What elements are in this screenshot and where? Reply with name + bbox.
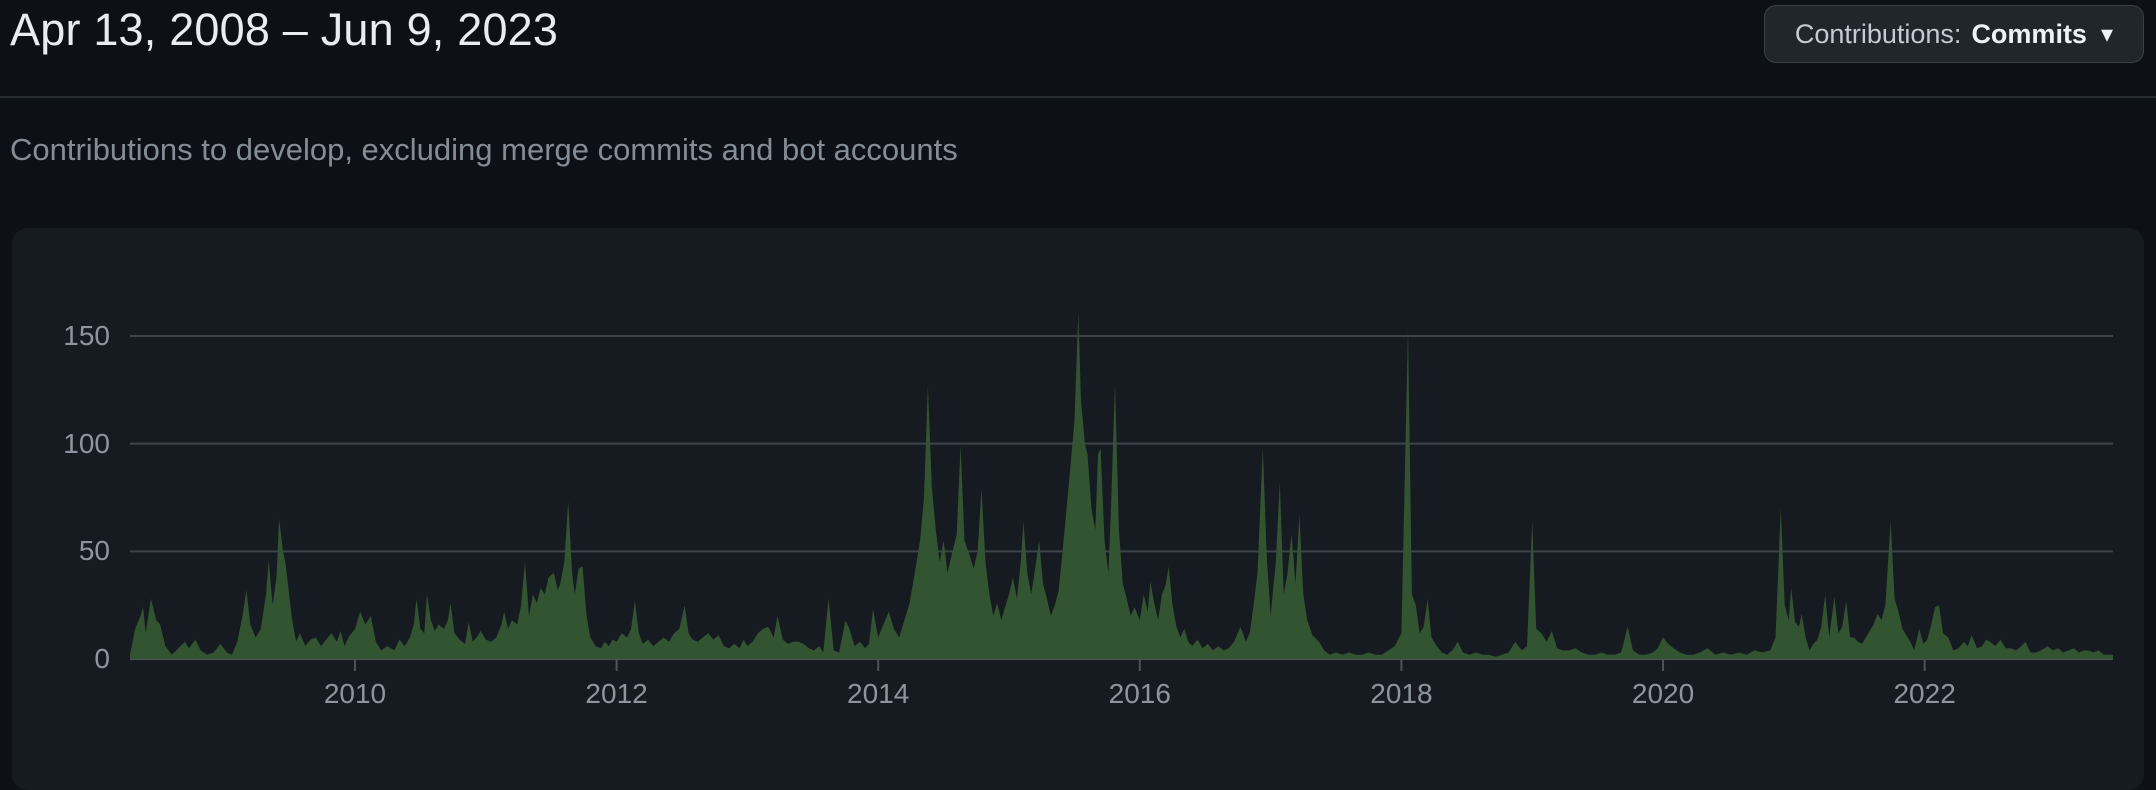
header: Apr 13, 2008 – Jun 9, 2023 Contributions…: [0, 0, 2156, 97]
x-axis-tick-label: 2016: [1108, 678, 1171, 709]
x-axis-tick-label: 2020: [1631, 678, 1695, 709]
x-axis-tick-label: 2014: [847, 678, 910, 709]
chart-card: 0 50 100 150 2010 2012 2014 2016 2018 2020 2022: [12, 228, 2144, 790]
y-axis-tick-label: 0: [94, 643, 110, 674]
chevron-down-icon: ▾: [2100, 20, 2113, 48]
chart-subtitle: Contributions to develop, excluding merg…: [10, 132, 958, 167]
y-axis-tick-label: 100: [63, 427, 110, 459]
x-axis-tick-label: 2018: [1370, 678, 1433, 709]
header-divider: [0, 96, 2156, 98]
page-title: Apr 13, 2008 – Jun 9, 2023: [10, 4, 559, 55]
y-axis-tick-label: 150: [63, 320, 110, 351]
x-axis-tick-label: 2022: [1893, 678, 1956, 709]
contributions-dropdown-label: Contributions:: [1794, 18, 1962, 49]
contributions-dropdown-button[interactable]: Contributions: Commits ▾: [1763, 5, 2144, 63]
x-axis-tick-label: 2012: [585, 678, 648, 709]
x-axis-tick-label: 2010: [323, 678, 387, 709]
contributions-area-chart: [130, 312, 2113, 671]
contributions-dropdown-value: Commits: [1971, 18, 2087, 49]
y-axis-tick-label: 50: [78, 535, 110, 567]
